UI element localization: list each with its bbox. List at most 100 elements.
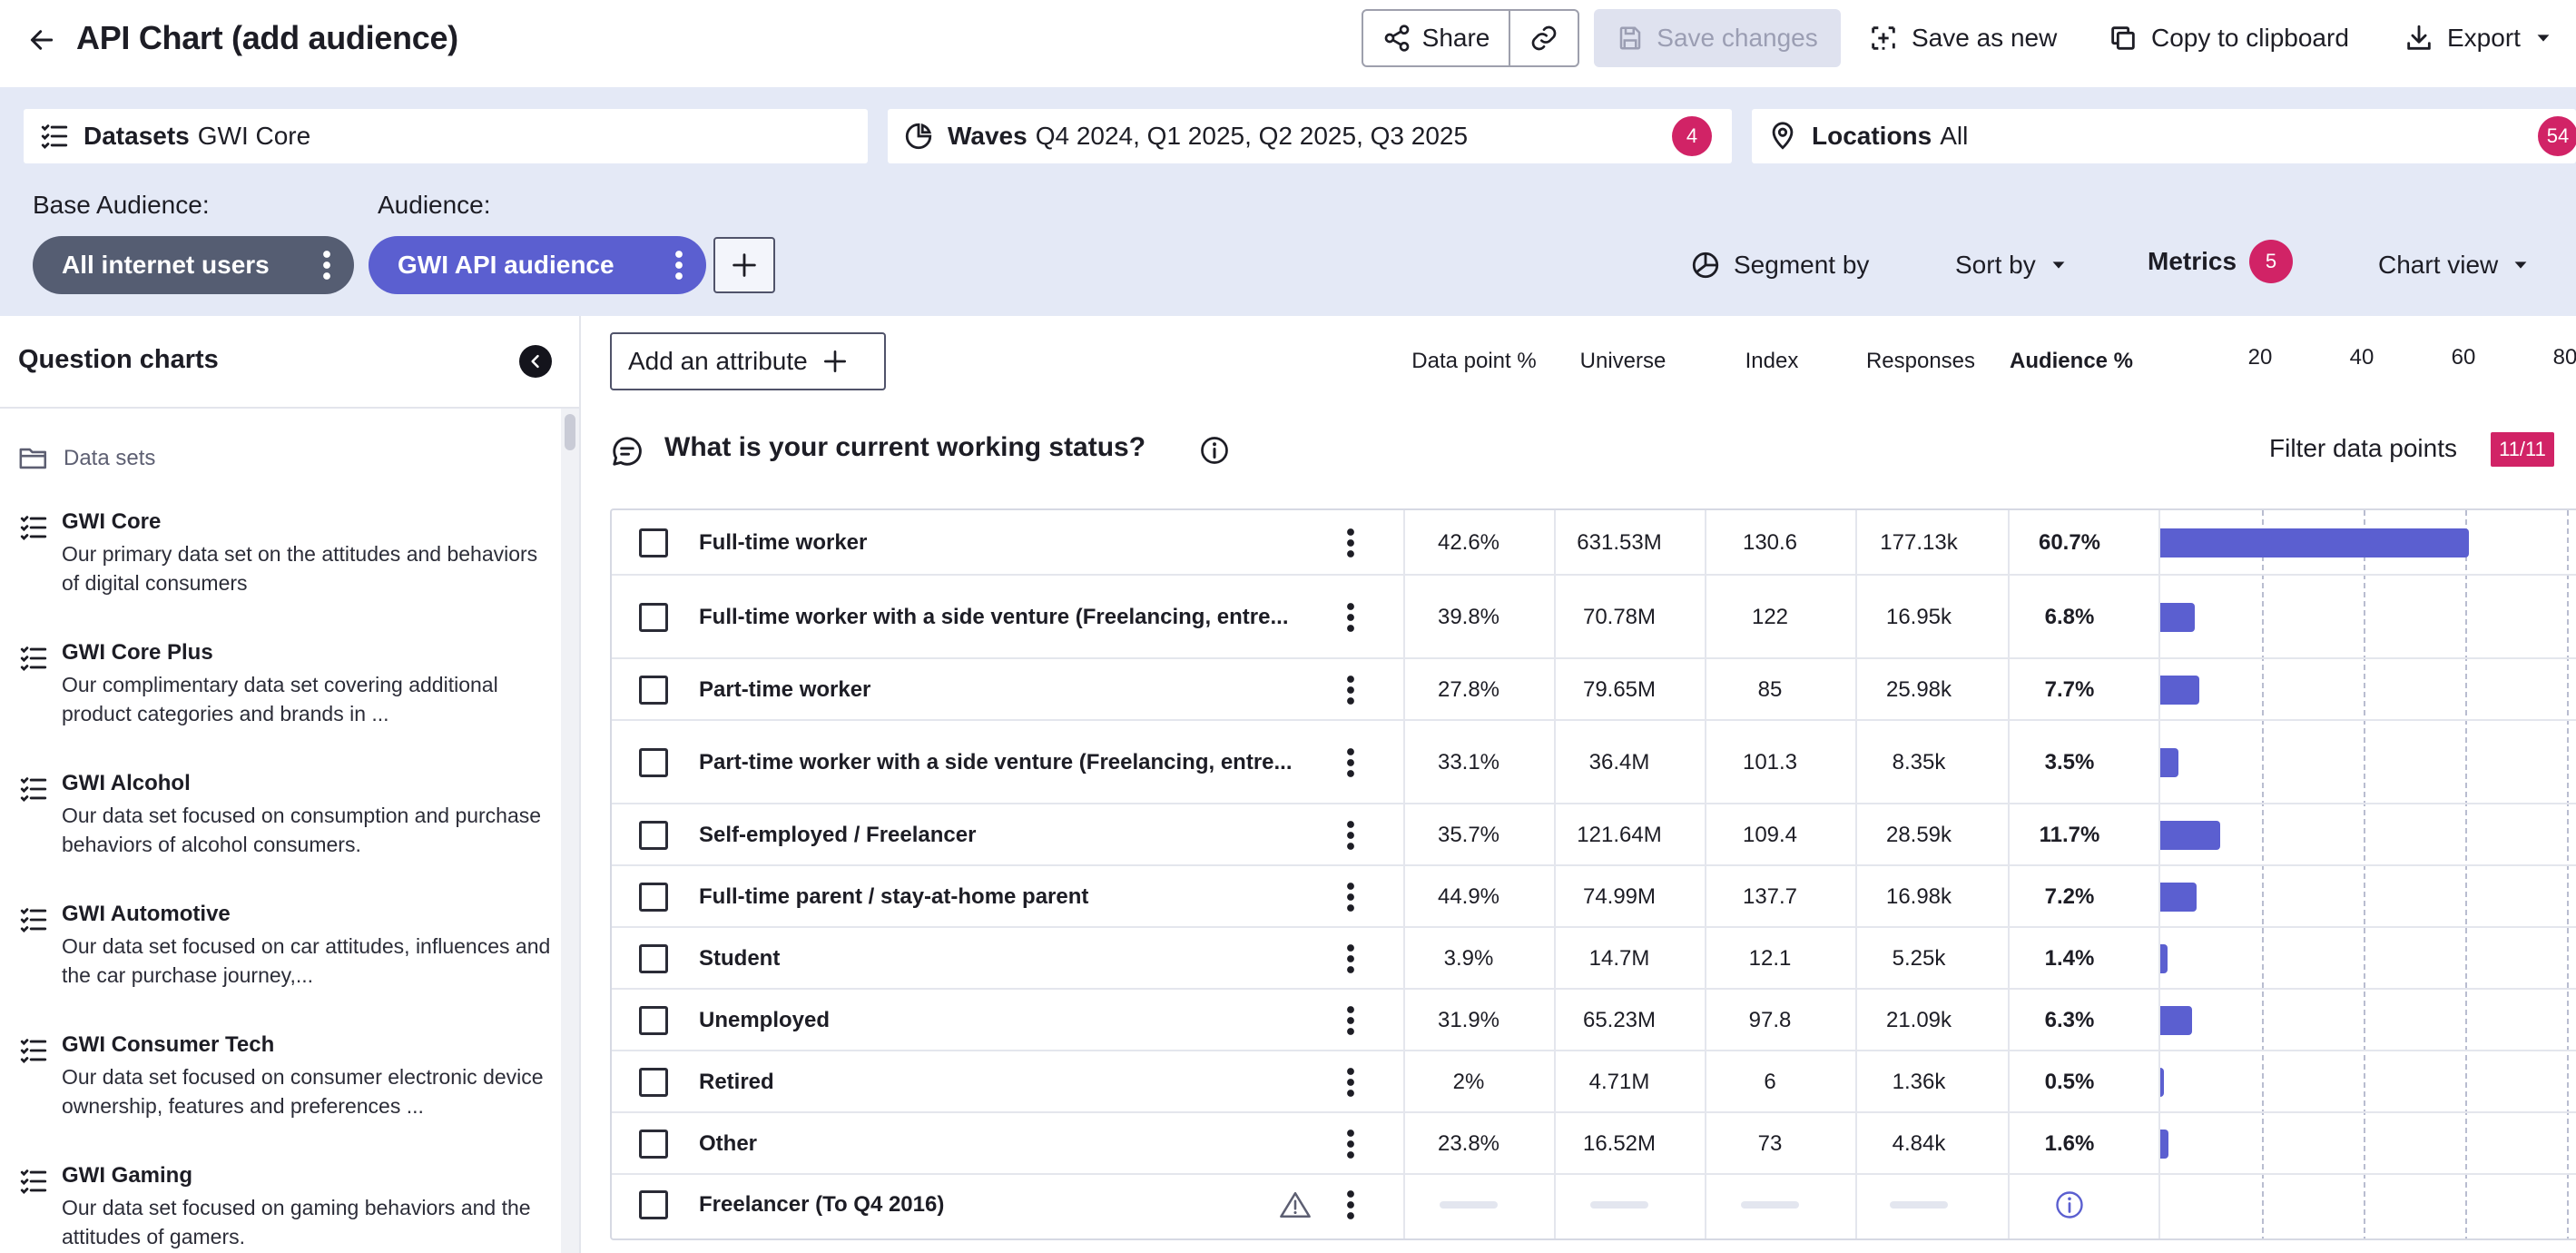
sidebar-scrollbar[interactable]: [561, 409, 579, 1253]
cell-universe: 16.52M: [1582, 1131, 1657, 1156]
row-menu-button[interactable]: [1343, 881, 1358, 913]
copy-to-clipboard-button[interactable]: Copy to clipboard: [2108, 13, 2349, 64]
waves-filter[interactable]: Waves Q4 2024, Q1 2025, Q2 2025, Q3 2025…: [888, 109, 1732, 163]
column-header-index[interactable]: Index: [1745, 349, 1799, 373]
export-button[interactable]: Export: [2404, 13, 2553, 64]
save-as-new-label: Save as new: [1912, 24, 2058, 52]
waves-value: Q4 2024, Q1 2025, Q2 2025, Q3 2025: [1035, 122, 1469, 150]
row-menu-button[interactable]: [1343, 674, 1358, 706]
warning-icon[interactable]: [1280, 1190, 1311, 1219]
collapse-sidebar-button[interactable]: [519, 345, 552, 378]
row-menu-button[interactable]: [1343, 601, 1358, 634]
audience-bar[interactable]: [2160, 821, 2220, 850]
column-header-responses[interactable]: Responses: [1865, 349, 1976, 373]
audience-bar[interactable]: [2160, 1068, 2164, 1097]
cell-index: 6: [1764, 1070, 1776, 1094]
sort-by-button[interactable]: Sort by: [1955, 247, 2069, 283]
save-icon: [1620, 26, 1641, 50]
row-menu-button[interactable]: [1343, 527, 1358, 559]
audience-bar[interactable]: [2160, 1006, 2193, 1035]
column-header-data-point[interactable]: Data point %: [1411, 349, 1537, 373]
row-checkbox[interactable]: [639, 603, 668, 632]
kebab-icon[interactable]: [320, 249, 334, 281]
column-header-audience[interactable]: Audience %: [2009, 349, 2134, 373]
row-checkbox[interactable]: [639, 528, 668, 557]
cell-audience: 1.4%: [2044, 946, 2095, 971]
audience-bar[interactable]: [2160, 676, 2200, 705]
dataset-description: Our primary data set on the attitudes an…: [62, 542, 538, 595]
cell-responses: 28.59k: [1885, 823, 1952, 847]
row-menu-button[interactable]: [1343, 1004, 1358, 1037]
row-checkbox[interactable]: [639, 944, 668, 973]
dataset-name: GWI Core: [62, 509, 162, 534]
kebab-icon[interactable]: [672, 249, 686, 281]
row-menu-button[interactable]: [1343, 1066, 1358, 1099]
folder-icon: [19, 448, 47, 469]
dataset-item[interactable]: GWI Consumer Tech Our data set focused on…: [18, 1031, 545, 1140]
cell-dp: 3.9%: [1443, 946, 1494, 971]
add-attribute-button[interactable]: Add an attribute: [610, 332, 886, 390]
row-menu-button[interactable]: [1343, 819, 1358, 852]
row-checkbox[interactable]: [639, 748, 668, 777]
add-audience-button[interactable]: [713, 237, 775, 293]
info-icon[interactable]: [1198, 434, 1231, 467]
gridline: [2262, 510, 2264, 1238]
cell-dp: 31.9%: [1437, 1008, 1500, 1032]
cell-responses: 1.36k: [1892, 1070, 1946, 1094]
row-checkbox[interactable]: [639, 1190, 668, 1219]
row-menu-button[interactable]: [1343, 942, 1358, 975]
audience-bar[interactable]: [2160, 883, 2197, 912]
chart-view-button[interactable]: Chart view: [2378, 247, 2531, 283]
datasets-section[interactable]: Data sets: [18, 445, 155, 472]
chevron-down-icon: [2052, 261, 2065, 269]
chevron-down-icon: [2537, 35, 2550, 42]
dataset-item[interactable]: GWI Automotive Our data set focused on ca…: [18, 901, 550, 1010]
table-row: Full-time worker with a side venture (Fr…: [612, 576, 2576, 659]
base-audience-pill[interactable]: All internet users: [33, 236, 354, 294]
save-changes-button[interactable]: Save changes: [1594, 9, 1841, 67]
dataset-item[interactable]: GWI Core Our primary data set on the atti…: [18, 508, 545, 617]
segment-by-button[interactable]: Segment by: [1690, 247, 1869, 283]
row-checkbox[interactable]: [639, 1006, 668, 1035]
audience-pill-label: GWI API audience: [398, 251, 615, 279]
share-button[interactable]: Share: [1363, 11, 1509, 65]
row-menu-button[interactable]: [1343, 1128, 1358, 1160]
base-audience-pill-label: All internet users: [62, 251, 270, 279]
row-menu-button[interactable]: [1343, 1189, 1358, 1221]
dataset-item[interactable]: GWI Gaming Our data set focused on gaming…: [18, 1162, 545, 1253]
locations-filter[interactable]: Locations All 54: [1752, 109, 2576, 163]
back-button[interactable]: [22, 20, 62, 60]
info-icon[interactable]: [2053, 1189, 2086, 1221]
table-row: Unemployed 31.9% 65.23M 97.8 21.09k 6.3%: [612, 990, 2576, 1051]
row-checkbox[interactable]: [639, 821, 668, 850]
datasets-filter[interactable]: Datasets GWI Core: [24, 109, 868, 163]
row-checkbox[interactable]: [639, 1130, 668, 1159]
audience-bar[interactable]: [2160, 748, 2178, 777]
cell-dp: 42.6%: [1437, 530, 1500, 555]
datasets-value: GWI Core: [197, 122, 311, 150]
axis-tick-label: 40: [2349, 345, 2374, 370]
row-checkbox[interactable]: [639, 883, 668, 912]
dataset-name: GWI Gaming: [62, 1163, 192, 1188]
table-row: Part-time worker 27.8% 79.65M 85 25.98k 7.7%: [612, 659, 2576, 721]
cell-index: 137.7: [1742, 884, 1798, 909]
copy-link-button[interactable]: [1509, 11, 1578, 65]
audience-bar[interactable]: [2160, 944, 2168, 973]
audience-bar[interactable]: [2160, 1130, 2168, 1159]
dataset-item[interactable]: GWI Alcohol Our data set focused on consu…: [18, 770, 545, 879]
row-checkbox[interactable]: [639, 1068, 668, 1097]
audience-bar[interactable]: [2160, 603, 2196, 632]
row-checkbox[interactable]: [639, 676, 668, 705]
audience-pill[interactable]: GWI API audience: [369, 236, 706, 294]
save-as-new-button[interactable]: Save as new: [1868, 13, 2057, 64]
filter-data-points-button[interactable]: Filter data points: [2269, 434, 2457, 462]
metrics-button[interactable]: Metrics 5: [2148, 240, 2294, 283]
column-header-universe[interactable]: Universe: [1579, 349, 1667, 373]
dataset-item[interactable]: GWI Core Plus Our complimentary data set …: [18, 639, 545, 748]
filter-bar: Datasets GWI Core Waves Q4 2024, Q1 2025…: [0, 87, 2576, 316]
cell-audience: 6.8%: [2044, 605, 2095, 629]
dataset-name: GWI Core Plus: [62, 640, 213, 665]
row-menu-button[interactable]: [1343, 746, 1358, 779]
row-label: Unemployed: [699, 1008, 831, 1032]
audience-bar[interactable]: [2160, 528, 2469, 557]
